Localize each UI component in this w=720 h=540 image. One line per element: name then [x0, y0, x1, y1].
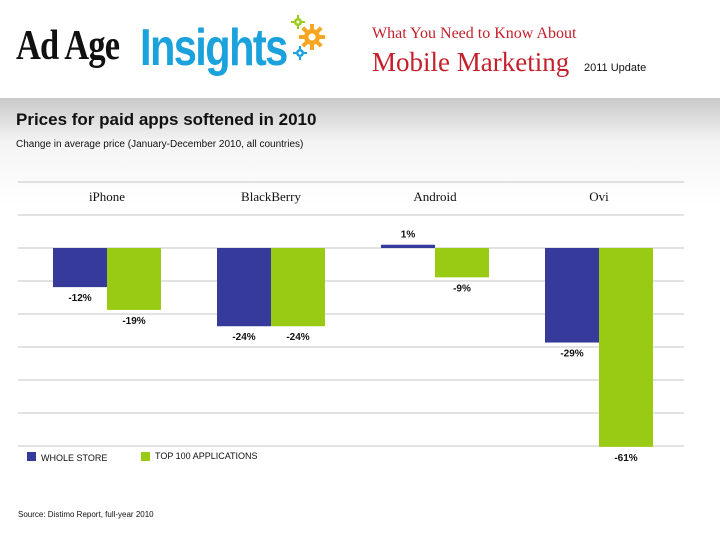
category-label-android: Android: [413, 189, 457, 204]
data-label-whole-store-iphone: -12%: [68, 293, 91, 304]
bar-whole-store-blackberry: [217, 248, 271, 327]
data-label-top-100-applications-blackberry: -24%: [286, 332, 309, 343]
headline-text: Mobile Marketing: [372, 47, 570, 77]
legend-swatch-top-100: [141, 452, 150, 461]
legend-label-whole-store: WHOLE STORE: [41, 453, 108, 463]
data-label-whole-store-android: 1%: [401, 230, 416, 241]
bar-top-100-applications-ovi: [599, 248, 653, 447]
kicker-text: What You Need to Know About: [372, 25, 577, 42]
bar-whole-store-ovi: [545, 248, 599, 343]
data-label-top-100-applications-ovi: -61%: [614, 453, 637, 464]
legend-swatch-whole-store: [27, 452, 36, 461]
bar-top-100-applications-android: [435, 248, 489, 278]
gears-icon: [291, 15, 325, 60]
source-note: Source: Distimo Report, full-year 2010: [18, 510, 154, 519]
legend-label-top-100: TOP 100 APPLICATIONS: [155, 451, 258, 461]
bar-top-100-applications-iphone: [107, 248, 161, 310]
data-label-top-100-applications-android: -9%: [453, 283, 471, 294]
header-banner: Ad Age Insights: [0, 0, 720, 98]
update-label: 2011 Update: [584, 62, 647, 74]
category-label-ovi: Ovi: [589, 189, 609, 204]
bar-whole-store-android: [381, 244, 435, 248]
category-label-iphone: iPhone: [89, 189, 125, 204]
bar-whole-store-iphone: [53, 248, 107, 288]
category-label-blackberry: BlackBerry: [241, 189, 301, 204]
data-label-top-100-applications-iphone: -19%: [122, 316, 145, 327]
insights-logo: Insights: [140, 19, 288, 77]
ad-age-logo: Ad Age: [16, 23, 120, 69]
data-label-whole-store-blackberry: -24%: [232, 332, 255, 343]
chart-subtitle: Change in average price (January-Decembe…: [16, 139, 304, 150]
data-label-whole-store-ovi: -29%: [560, 349, 583, 360]
chart-title: Prices for paid apps softened in 2010: [16, 110, 317, 129]
bar-top-100-applications-blackberry: [271, 248, 325, 327]
